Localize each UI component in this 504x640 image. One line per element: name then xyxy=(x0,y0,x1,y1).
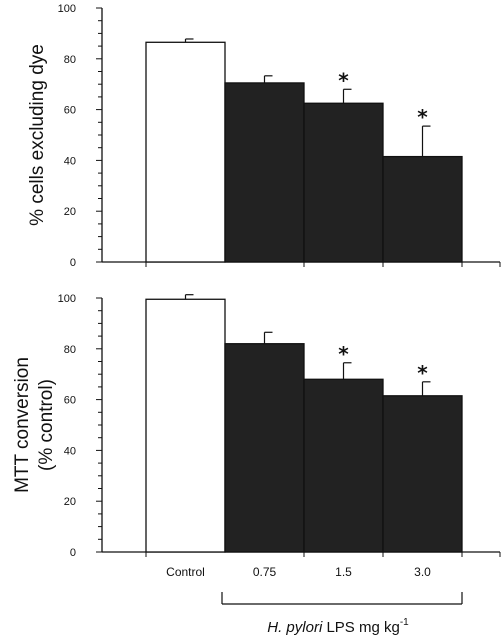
bar-Control xyxy=(145,41,226,263)
category-label: 0.75 xyxy=(253,565,277,579)
y-tick-label: 100 xyxy=(58,293,76,305)
significance-marker: * xyxy=(417,105,428,129)
y-tick-label: 60 xyxy=(64,395,76,407)
lps-dose-label-superscript: -1 xyxy=(400,617,409,628)
lps-dose-label: H. pylori LPS mg kg-1 xyxy=(267,617,409,636)
y-tick-label: 60 xyxy=(64,105,76,117)
y-tick-label: 20 xyxy=(64,206,76,218)
viability-panel: 0 20 40 60 80 100 % cells excluding dye * * xyxy=(27,3,501,269)
y-tick-label: 40 xyxy=(64,155,76,167)
bar-Control xyxy=(145,298,226,553)
category-label: 3.0 xyxy=(414,565,431,579)
mtt-panel: 0 20 40 60 80 100 MTT conversion (% control) Con… xyxy=(12,293,501,579)
y-tick-label: 80 xyxy=(64,344,76,356)
y-tick-label: 100 xyxy=(58,3,76,15)
y-axis-title: % cells excluding dye xyxy=(27,44,48,226)
significance-marker: * xyxy=(338,342,349,366)
lps-group-bracket xyxy=(221,592,463,605)
category-label: 1.5 xyxy=(335,565,352,579)
bar-1.5 xyxy=(303,102,384,263)
bar-0.75 xyxy=(224,82,305,263)
lps-dose-label-text: LPS mg kg xyxy=(322,619,400,636)
y-tick-label: 20 xyxy=(64,496,76,508)
lps-dose-label-italic: H. pylori xyxy=(267,619,323,636)
bar-3.0 xyxy=(382,395,463,553)
category-label: Control xyxy=(166,565,205,579)
y-tick-label: 80 xyxy=(64,54,76,66)
y-axis-title-line: (% control) xyxy=(36,379,57,471)
bar-3.0 xyxy=(382,155,463,263)
significance-marker: * xyxy=(338,68,349,92)
y-tick-label: 40 xyxy=(64,445,76,457)
bar-1.5 xyxy=(303,378,384,553)
y-axis-title-line: MTT conversion xyxy=(12,357,33,493)
significance-marker: * xyxy=(417,361,428,385)
y-tick-label: 0 xyxy=(70,547,76,559)
y-tick-label: 0 xyxy=(70,257,76,269)
bar-0.75 xyxy=(224,343,305,553)
